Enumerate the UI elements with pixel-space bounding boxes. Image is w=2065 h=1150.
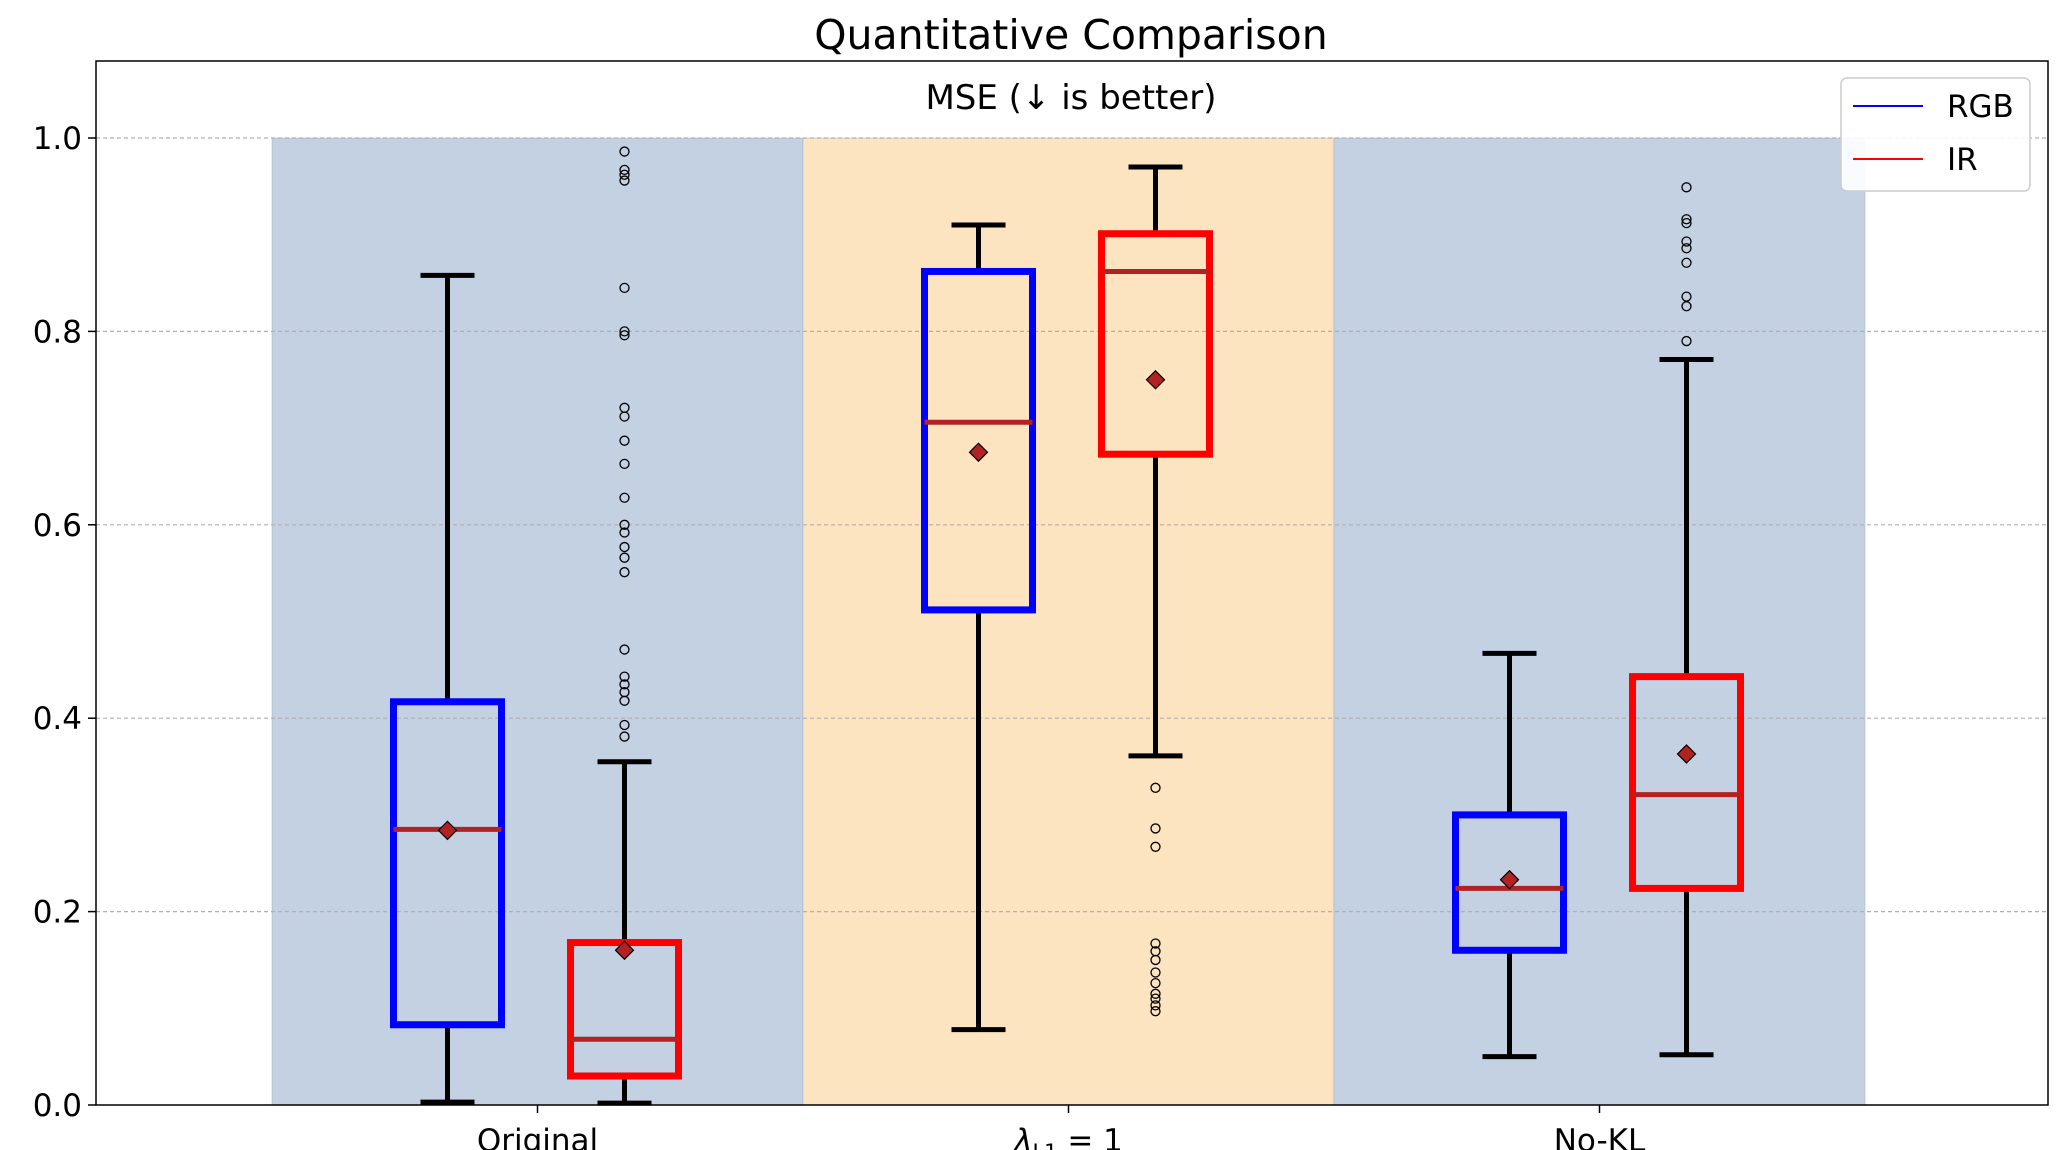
outlier--ir-4 bbox=[1150, 978, 1161, 989]
outlier-nokl-ir-5 bbox=[1681, 236, 1692, 247]
mean-marker-nokl-ir bbox=[1676, 744, 1697, 764]
y-tick-label-5: 1.0 bbox=[33, 121, 82, 157]
outlier--ir-0 bbox=[1150, 1006, 1161, 1017]
box-iqr-nokl-rgb bbox=[1452, 811, 1567, 954]
outlier-original-ir-16 bbox=[619, 402, 630, 413]
group-backgrounds bbox=[271, 137, 1866, 1106]
outlier-original-ir-21 bbox=[619, 169, 630, 180]
outlier--ir-5 bbox=[1150, 967, 1161, 978]
outlier-original-ir-13 bbox=[619, 458, 630, 470]
y-tick-label-0: 0.0 bbox=[33, 1088, 82, 1124]
box-nokl-rgb bbox=[1452, 650, 1567, 1060]
outlier-original-ir-5 bbox=[619, 671, 630, 682]
outlier-original-ir-23 bbox=[619, 146, 630, 157]
group-background-2 bbox=[1333, 137, 1866, 1106]
outlier-original-ir-10 bbox=[619, 527, 630, 538]
box--rgb bbox=[921, 222, 1036, 1033]
outlier-original-ir-19 bbox=[619, 282, 630, 294]
outlier-original-ir-3 bbox=[619, 686, 630, 698]
outlier-nokl-ir-2 bbox=[1681, 291, 1692, 302]
outlier-original-ir-9 bbox=[619, 541, 630, 553]
group-background-0 bbox=[271, 137, 804, 1106]
legend-label-ir: IR bbox=[1947, 142, 1978, 178]
legend-label-rgb: RGB bbox=[1947, 89, 2014, 125]
outlier--ir-9 bbox=[1150, 841, 1161, 852]
plot-frame bbox=[95, 60, 2049, 1106]
outlier--ir-10 bbox=[1150, 823, 1161, 834]
x-tick-label-2: No-KL bbox=[1554, 1123, 1646, 1150]
outlier--ir-7 bbox=[1150, 946, 1161, 957]
chart-title: Quantitative Comparison bbox=[814, 11, 1328, 59]
outlier-original-ir-22 bbox=[619, 164, 630, 176]
outlier--ir-11 bbox=[1150, 782, 1161, 793]
outlier-original-ir-12 bbox=[619, 492, 630, 503]
outlier-original-ir-4 bbox=[619, 679, 630, 690]
outlier-original-ir-17 bbox=[619, 330, 630, 341]
outlier-original-ir-18 bbox=[619, 326, 630, 337]
outlier-nokl-ir-1 bbox=[1681, 301, 1692, 312]
grid-lines bbox=[96, 137, 2048, 913]
outlier--ir-1 bbox=[1150, 1000, 1161, 1011]
x-tick-label-0: Original bbox=[477, 1123, 598, 1150]
box-original-ir bbox=[567, 146, 682, 1106]
outlier-original-ir-1 bbox=[619, 719, 630, 731]
outlier-nokl-ir-4 bbox=[1681, 243, 1692, 254]
box-nokl-ir bbox=[1629, 182, 1744, 1058]
outlier-original-ir-8 bbox=[619, 552, 630, 563]
y-tick-label-4: 0.8 bbox=[33, 314, 82, 350]
mean-marker-nokl-rgb bbox=[1499, 869, 1520, 890]
box-iqr-nokl-ir bbox=[1629, 673, 1744, 892]
box-iqr-original-rgb bbox=[390, 698, 505, 1029]
outlier-nokl-ir-3 bbox=[1681, 257, 1692, 268]
boxes-layer bbox=[390, 146, 1744, 1106]
y-tick-label-3: 0.6 bbox=[33, 508, 82, 544]
outlier-original-ir-11 bbox=[619, 519, 630, 530]
mean-marker-original-rgb bbox=[437, 820, 458, 841]
outlier-original-ir-6 bbox=[619, 644, 630, 655]
outlier--ir-8 bbox=[1150, 938, 1161, 949]
outlier--ir-2 bbox=[1150, 993, 1161, 1004]
mean-marker-original-ir bbox=[614, 940, 635, 961]
box-iqr--rgb bbox=[921, 267, 1036, 614]
mean-marker--rgb bbox=[968, 442, 989, 463]
group-background-1 bbox=[802, 137, 1335, 1106]
outlier-nokl-ir-0 bbox=[1681, 335, 1692, 347]
outlier-nokl-ir-7 bbox=[1681, 214, 1692, 225]
mean-marker--ir bbox=[1145, 369, 1166, 390]
outlier--ir-3 bbox=[1150, 988, 1161, 999]
outlier-nokl-ir-8 bbox=[1681, 182, 1692, 193]
y-tick-label-1: 0.2 bbox=[33, 895, 82, 931]
outlier-nokl-ir-6 bbox=[1681, 217, 1692, 229]
outlier-original-ir-14 bbox=[619, 435, 630, 446]
outlier-original-ir-20 bbox=[619, 175, 630, 186]
y-tick-label-2: 0.4 bbox=[33, 701, 82, 737]
outlier-original-ir-0 bbox=[619, 731, 630, 742]
legend: RGB IR bbox=[1840, 77, 2031, 192]
box-original-rgb bbox=[390, 272, 505, 1105]
box--ir bbox=[1098, 164, 1213, 1017]
chart-subtitle: MSE (↓ is better) bbox=[925, 78, 1216, 118]
outlier-original-ir-7 bbox=[619, 567, 630, 578]
box-iqr--ir bbox=[1098, 230, 1213, 458]
x-tick-label-1: λL1 = 1 bbox=[1012, 1123, 1123, 1150]
axis-ticks: 0.0 0.2 0.4 0.6 0.8 1.0 Original λL1 = 1 No-KL bbox=[33, 121, 1646, 1150]
